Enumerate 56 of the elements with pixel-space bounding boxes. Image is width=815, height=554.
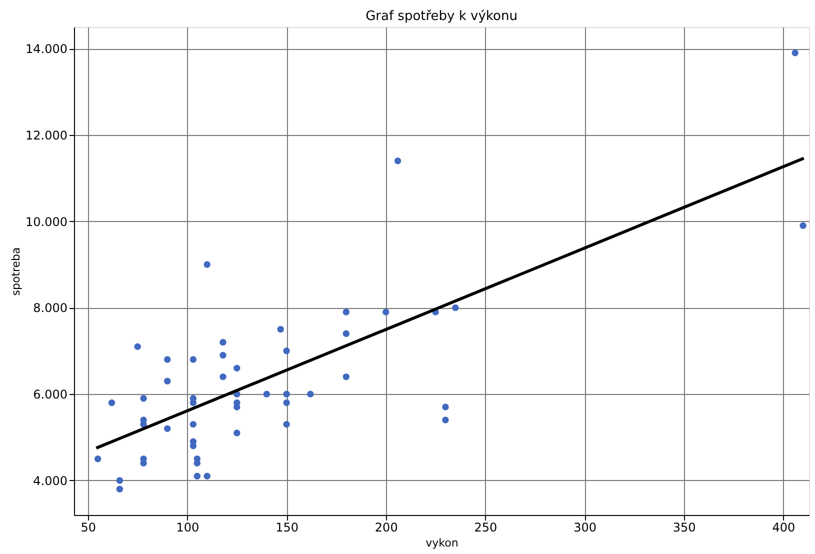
point [134,343,141,350]
point [190,442,197,450]
point [220,352,226,359]
x-tick-label: 400 [772,520,796,534]
x-tick-label: 200 [374,520,398,534]
point [263,390,270,398]
point [220,338,226,346]
point [277,326,284,333]
point [307,390,314,398]
point [283,348,290,354]
x-tick-label: 100 [176,520,200,534]
point [190,420,197,428]
point [283,399,290,406]
point [116,477,124,484]
point [116,486,124,492]
x-tick-label: 50 [80,520,96,534]
point [342,308,350,316]
point [190,356,197,363]
point [204,261,210,268]
point [800,222,806,229]
point [204,472,210,480]
point [283,420,290,428]
point [94,456,102,462]
chart-title: Graf spotřeby k výkonu [366,9,518,24]
point [234,364,240,372]
point [283,390,290,398]
y-tick-label: 14.000 [26,42,68,56]
point [234,404,240,410]
point [194,460,201,467]
point [452,304,459,312]
y-tick-label: 10.000 [26,214,68,229]
point [394,158,402,164]
x-tick-label: 350 [672,520,696,534]
point [442,416,449,424]
point [164,356,171,363]
point [164,378,171,384]
point [342,330,350,337]
point [234,430,240,436]
y-tick-label: 12.000 [26,128,68,142]
point [164,425,171,432]
point [342,373,350,380]
point [194,472,201,480]
point [382,308,390,316]
x-tick-label: 250 [474,520,498,534]
point [792,50,798,56]
x-tick-label: 150 [276,520,299,534]
x-tick-label: 300 [574,520,596,534]
y-tick-label: 6.000 [33,388,68,402]
point [140,395,147,402]
x-axis-title: vykon [426,536,458,550]
y-tick-label: 8.000 [33,301,68,316]
point [220,373,226,380]
y-axis-title: spotreba [10,247,23,296]
y-tick-label: 4.000 [33,474,68,488]
point [108,399,116,406]
point [442,404,449,410]
